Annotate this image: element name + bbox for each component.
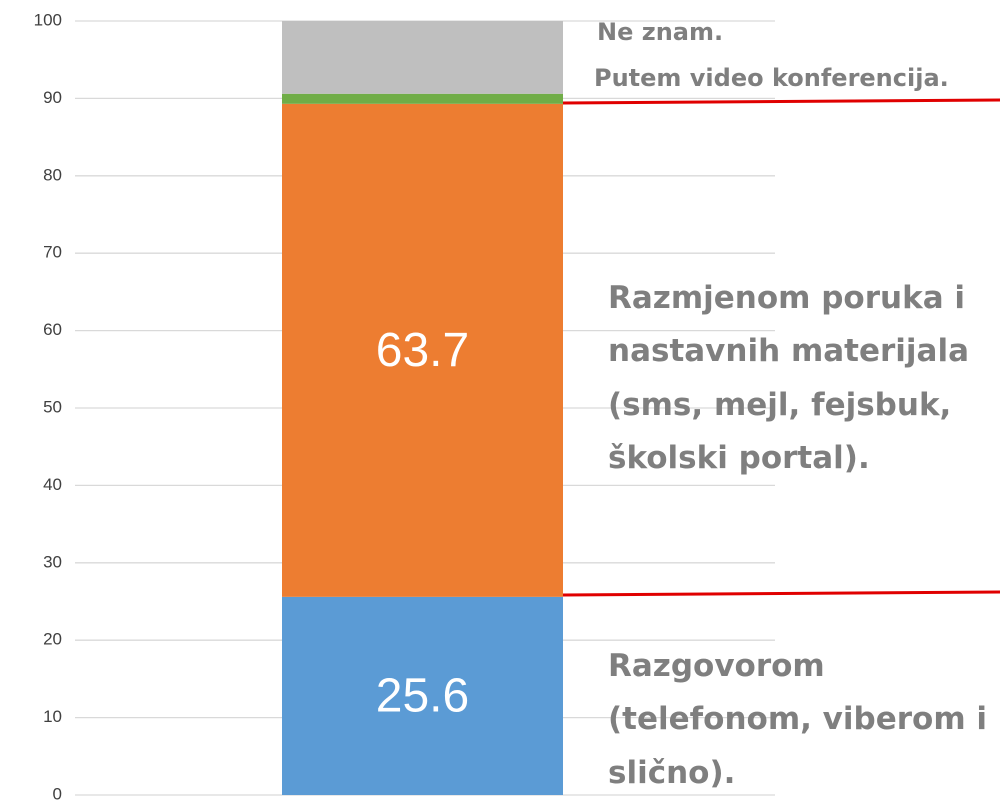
y-tick-label: 40 <box>43 475 62 494</box>
bar-segment <box>282 93 563 104</box>
y-tick-label: 50 <box>43 397 62 416</box>
bar-segment <box>282 103 563 597</box>
series-label: Putem video konferencija. <box>594 64 949 92</box>
series-label: Ne znam. <box>597 18 724 46</box>
y-tick-label: 100 <box>34 10 62 29</box>
y-tick-label: 80 <box>43 165 62 184</box>
y-tick-label: 60 <box>43 320 62 339</box>
data-label: 25.6 <box>376 670 469 723</box>
series-label: Razmjenom poruka i nastavnih materijala … <box>608 280 970 476</box>
y-tick-label: 10 <box>43 707 62 726</box>
annotation-line <box>562 98 1001 105</box>
annotation-line <box>562 590 1001 597</box>
y-tick-label: 90 <box>43 88 62 107</box>
y-tick-label: 20 <box>43 630 62 649</box>
y-tick-label: 30 <box>43 552 62 571</box>
y-tick-label: 70 <box>43 243 62 262</box>
bar-segment <box>282 596 563 795</box>
series-label: Razgovorom (telefonom, viberom i slično)… <box>608 648 988 791</box>
bar-segment <box>282 21 563 94</box>
y-tick-label: 0 <box>53 784 62 802</box>
data-label: 63.7 <box>376 324 469 377</box>
